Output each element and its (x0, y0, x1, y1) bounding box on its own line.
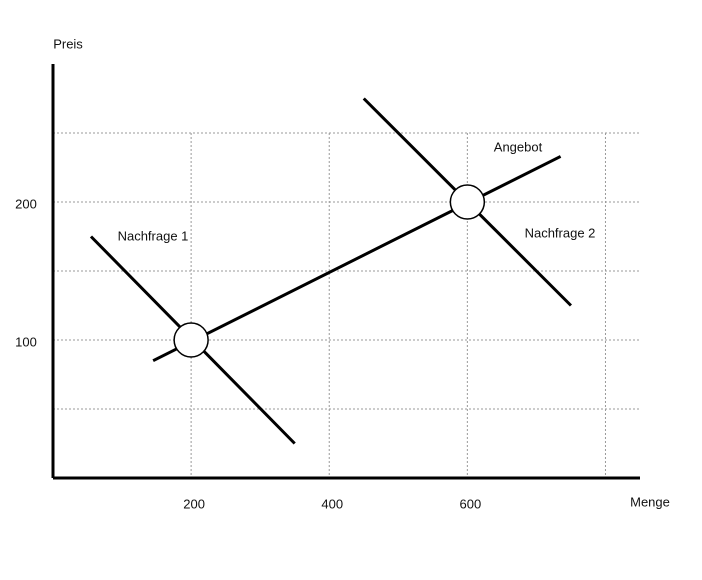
y-tick-label: 100 (15, 334, 37, 349)
x-tick-label: 200 (183, 496, 205, 511)
equilibrium-marker (449, 184, 486, 220)
y-tick-label: 200 (15, 196, 37, 211)
x-tick-label: 400 (321, 496, 343, 511)
x-axis-label: Menge (630, 494, 670, 509)
series-label: Angebot (494, 139, 543, 154)
y-axis-label: Preis (53, 36, 83, 51)
series-label: Nachfrage 1 (118, 228, 189, 243)
series-line (152, 155, 562, 363)
x-tick-label: 600 (460, 496, 482, 511)
series-label: Nachfrage 2 (525, 225, 596, 240)
equilibrium-marker (173, 322, 209, 358)
